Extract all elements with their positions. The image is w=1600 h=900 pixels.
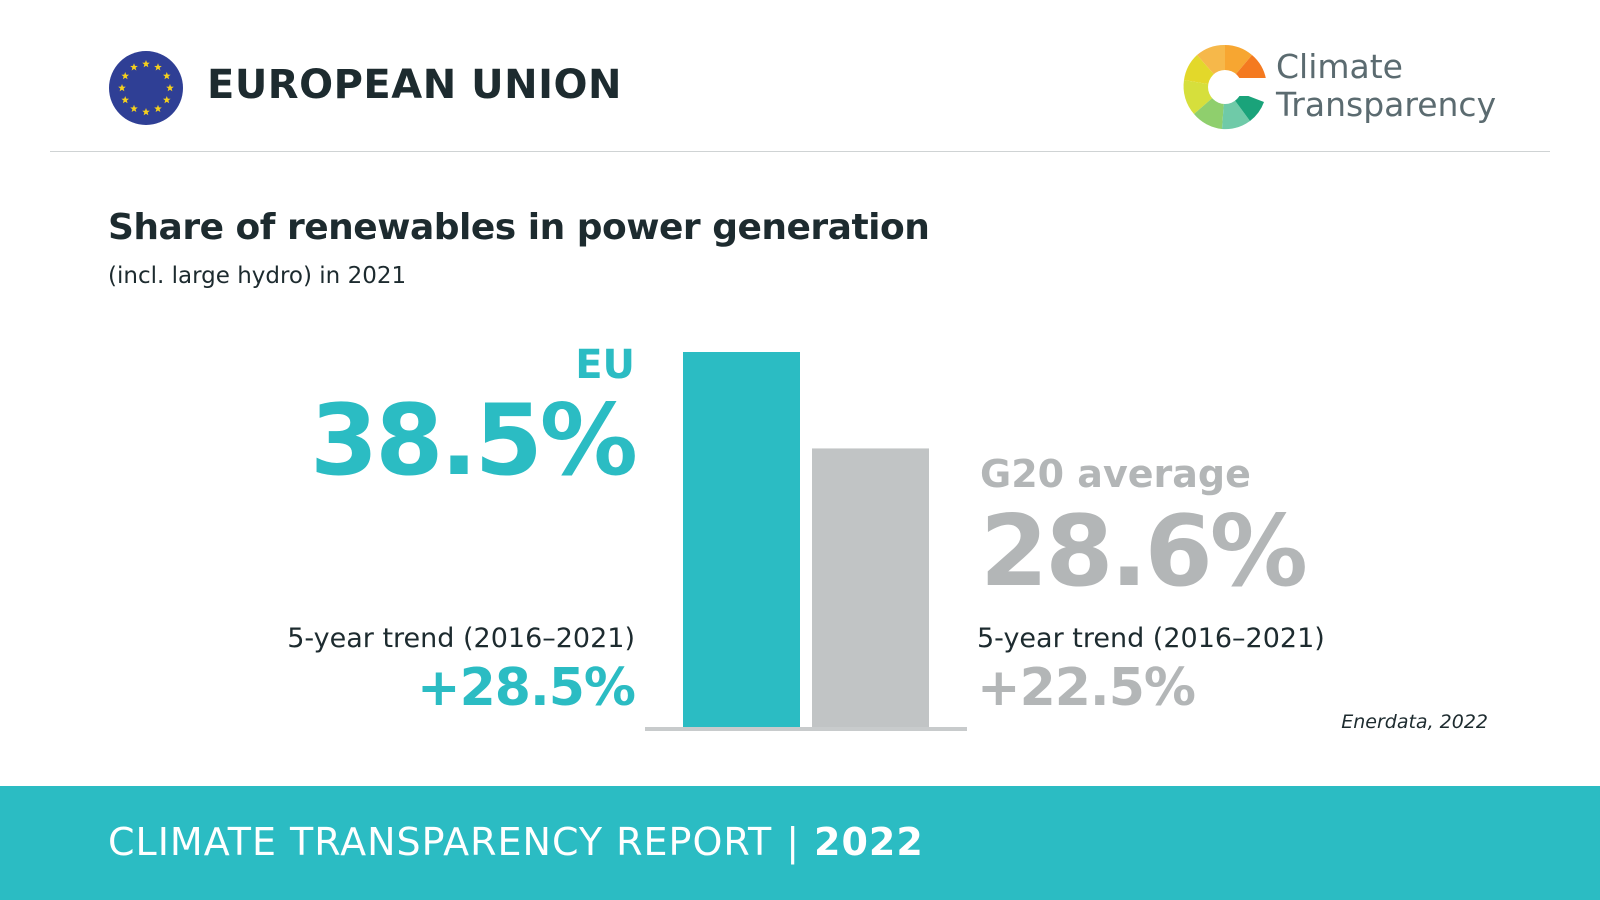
logo-line-1: Climate	[1276, 47, 1403, 86]
eu-series-label: EU	[575, 342, 635, 388]
logo-line-2: Transparency	[1276, 85, 1497, 124]
country-name: EUROPEAN UNION	[207, 62, 622, 108]
flag-star-icon	[130, 63, 138, 71]
g20-trend-value: +22.5%	[977, 658, 1196, 718]
flag-star-icon	[118, 84, 126, 92]
flag-star-icon	[154, 63, 162, 71]
flag-star-icon	[121, 72, 130, 80]
footer-report-name: CLIMATE TRANSPARENCY REPORT	[108, 820, 773, 864]
bar-g20	[812, 448, 929, 727]
climate-transparency-wordmark: Climate Transparency	[1276, 48, 1496, 124]
header: EUROPEAN UNION Climate Transparency	[0, 0, 1600, 152]
footer-year: 2022	[814, 820, 924, 864]
flag-star-icon	[162, 72, 171, 80]
g20-series-label: G20 average	[980, 452, 1251, 496]
footer-banner: CLIMATE TRANSPARENCY REPORT | 2022	[0, 786, 1600, 900]
flag-star-icon	[142, 108, 150, 116]
climate-transparency-logo-icon	[1183, 44, 1270, 130]
g20-value-label: 28.6%	[980, 495, 1308, 609]
source-note: Enerdata, 2022	[1341, 711, 1488, 733]
bar-chart	[645, 352, 967, 731]
eu-value-label: 38.5%	[310, 384, 638, 498]
flag-star-icon	[121, 96, 130, 104]
flag-star-icon	[166, 84, 174, 92]
header-divider	[50, 151, 1550, 152]
chart-title: Share of renewables in power generation	[108, 207, 930, 248]
flag-star-icon	[130, 104, 138, 113]
bar-eu	[683, 352, 800, 727]
eu-flag-icon	[109, 51, 183, 125]
flag-star-icon	[154, 104, 162, 113]
chart-subtitle: (incl. large hydro) in 2021	[108, 263, 407, 289]
eu-trend-value: +28.5%	[417, 658, 636, 718]
footer-text: CLIMATE TRANSPARENCY REPORT | 2022	[108, 820, 924, 864]
footer-separator: |	[786, 820, 801, 864]
flag-star-icon	[142, 60, 150, 68]
flag-star-icon	[162, 96, 171, 104]
g20-trend-label: 5-year trend (2016–2021)	[977, 623, 1325, 654]
eu-trend-label: 5-year trend (2016–2021)	[287, 623, 635, 654]
